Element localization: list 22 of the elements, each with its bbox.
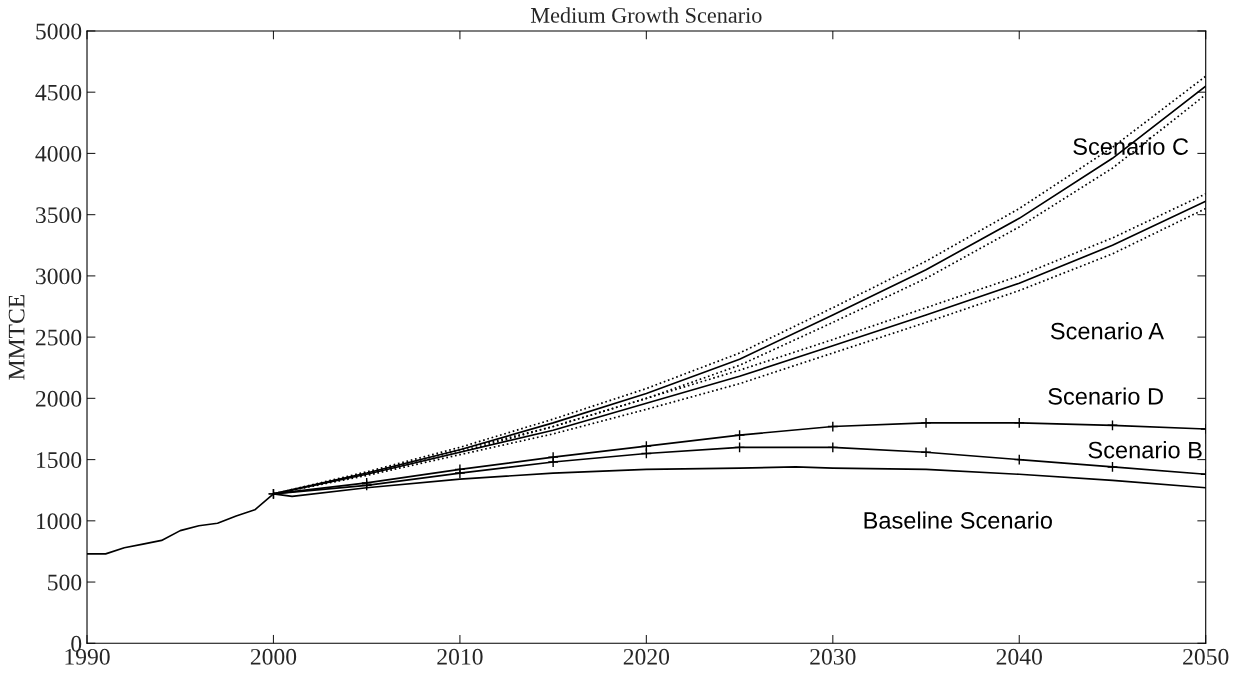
y-tick-label: 3000 [36,268,82,285]
x-tick-label: 2010 [437,648,483,665]
x-tick-label: 2040 [996,648,1042,665]
y-tick-label: 2500 [35,329,82,346]
y-axis-title: MMTCE [8,295,25,380]
x-tick-label: 2030 [810,648,856,665]
series-label: Scenario B [1088,441,1202,459]
y-tick-label: 4500 [35,84,82,101]
y-tick-label: 3500 [36,207,82,224]
x-tick-label: 2020 [623,648,670,665]
y-tick-label: 1000 [37,513,82,530]
x-tick-label: 2050 [1183,648,1229,665]
y-tick-label: 500 [48,574,82,591]
text: Scenario A [1050,322,1164,340]
y-tick-label: 5000 [36,23,82,40]
series-label: Scenario D [1048,387,1163,405]
y-tick-label: 2000 [35,390,82,407]
y-tick-label: 1500 [37,452,82,469]
series-label: Baseline Scenario [864,511,1052,529]
x-tick-label: 2000 [250,648,297,665]
y-tick-label: 4000 [35,145,82,162]
chart-title: Medium Growth Scenario [530,7,762,23]
